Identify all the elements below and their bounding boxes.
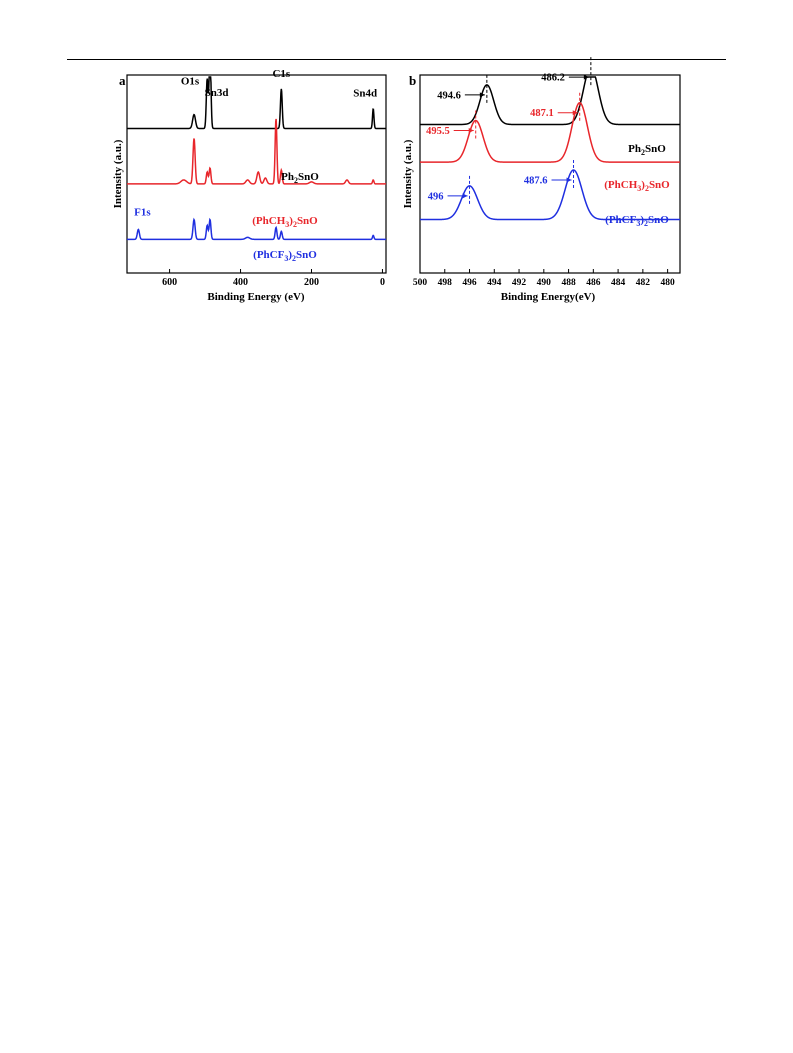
peak-arrow-head (479, 92, 485, 98)
peak-label: F1s (134, 207, 151, 219)
x-tick-label: 484 (611, 278, 626, 288)
x-tick-label: 490 (537, 278, 552, 288)
x-axis-label-a: Binding Energy (eV) (207, 291, 305, 303)
series-label-part: (PhCF (253, 249, 284, 261)
series-label-part: (PhCH (252, 215, 285, 227)
series-label-part: SnO (645, 143, 666, 155)
x-tick-label: 498 (438, 278, 453, 288)
panel-label-a: a (119, 73, 126, 88)
peak-arrow-head (566, 177, 572, 183)
series-label-1: (PhCH3)2SnO (604, 179, 670, 193)
peak-label: C1s (272, 68, 290, 80)
series-label-part: 2 (294, 176, 298, 185)
x-tick-label: 200 (304, 277, 319, 288)
x-axis-label-b: Binding Energy(eV) (501, 291, 596, 303)
series-label-1: (PhCH3)2SnO (252, 215, 318, 229)
series-label-part: ) (641, 179, 645, 191)
series-label-part: SnO (649, 179, 670, 191)
x-tick-label: 480 (660, 278, 675, 288)
series-label-part: SnO (297, 215, 318, 227)
peak-arrow-head (468, 128, 474, 134)
x-ticks-a: 600 400 200 0 (162, 269, 385, 288)
series-line-1 (420, 101, 680, 163)
peak-value-label: 486.2 (541, 73, 565, 84)
series-labels-a: Ph2SnO(PhCH3)2SnO(PhCF3)2SnO (252, 171, 319, 263)
series-label-part: (PhCH (604, 179, 637, 191)
series-label-0: Ph2SnO (281, 171, 319, 185)
x-tick-label: 496 (462, 278, 477, 288)
series-label-part: 2 (644, 219, 648, 228)
x-tick-label: 486 (586, 278, 601, 288)
series-label-part: 3 (284, 254, 288, 263)
series-label-part: 3 (285, 220, 289, 229)
series-label-part: Ph (281, 171, 294, 183)
series-label-part: ) (640, 214, 644, 226)
series-label-part: 2 (292, 254, 296, 263)
series-label-part: ) (288, 249, 292, 261)
peak-value-label: 495.5 (426, 126, 450, 137)
series-label-part: SnO (298, 171, 319, 183)
peak-value-label: 496 (428, 191, 444, 202)
series-label-part: SnO (296, 249, 317, 261)
series-label-part: 2 (645, 184, 649, 193)
series-label-2: (PhCF3)2SnO (605, 214, 669, 228)
x-tick-label: 400 (233, 277, 248, 288)
x-tick-label: 494 (487, 278, 502, 288)
peak-arrow-head (583, 74, 589, 80)
series-label-part: SnO (648, 214, 669, 226)
series-label-2: (PhCF3)2SnO (253, 249, 317, 263)
spectra-a (127, 76, 386, 241)
plot-frame-a (126, 74, 387, 274)
header-rule (67, 59, 726, 60)
y-axis-label-a: Intensity (a.u.) (112, 139, 124, 208)
peak-label: Sn3d (205, 87, 229, 99)
series-label-0: Ph2SnO (628, 143, 666, 157)
x-tick-label: 600 (162, 277, 177, 288)
series-line-0 (420, 76, 680, 126)
series-label-part: 2 (641, 148, 645, 157)
peak-labels-a: O1s Sn3d C1s Sn4d F1s (134, 68, 377, 219)
x-tick-label: 500 (413, 278, 428, 288)
peak-value-label: 487.1 (530, 108, 554, 119)
plot-frame-b (419, 74, 681, 274)
series-line-1 (127, 118, 386, 185)
x-tick-label: 492 (512, 278, 527, 288)
series-label-part: 3 (637, 184, 641, 193)
peak-value-label: 494.6 (437, 90, 461, 101)
series-label-part: ) (289, 215, 293, 227)
series-line-2 (420, 169, 680, 221)
peak-arrow-head (462, 193, 468, 199)
x-ticks-b: 500 498 496 494 492 490 488 486 484 482 480 (413, 269, 675, 288)
series-line-0 (127, 76, 386, 130)
x-tick-label: 482 (636, 278, 651, 288)
series-labels-b: Ph2SnO(PhCH3)2SnO(PhCF3)2SnO (604, 143, 670, 228)
x-tick-label: 488 (561, 278, 576, 288)
peak-labels-b: 494.6 486.2 495.5 487.1 496 487.6 (426, 57, 592, 204)
y-axis-label-b: Intensity (a.u.) (402, 139, 414, 208)
peak-label: Sn4d (353, 88, 377, 100)
panel-label-b: b (409, 73, 416, 88)
series-label-part: Ph (628, 143, 641, 155)
peak-value-label: 487.6 (524, 176, 548, 187)
peak-arrow-head (572, 110, 578, 116)
peak-label: O1s (181, 76, 200, 88)
series-label-part: 2 (293, 220, 297, 229)
panel-b: b 500 498 496 494 492 490 488 486 484 482 480 494.… (402, 57, 681, 303)
series-line-2 (127, 217, 386, 241)
series-label-part: 3 (636, 219, 640, 228)
series-label-part: (PhCF (605, 214, 636, 226)
x-tick-label: 0 (380, 277, 385, 288)
